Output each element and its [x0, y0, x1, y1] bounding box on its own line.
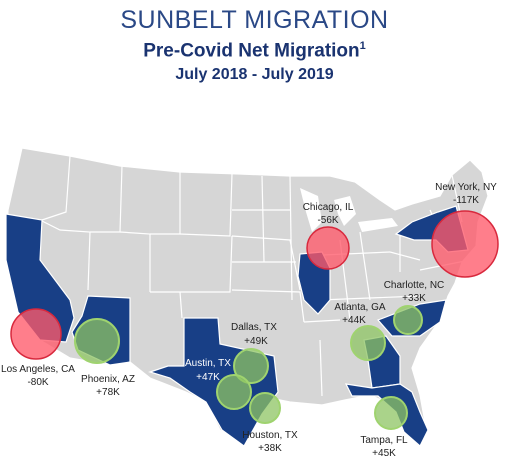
city-name-los-angeles: Los Angeles, CA [1, 364, 75, 375]
great-lakes [300, 188, 398, 232]
city-value-tampa: +45K [372, 448, 396, 459]
city-name-new-york: New York, NY [435, 182, 497, 193]
city-value-houston: +38K [258, 443, 282, 454]
state-borders [39, 155, 471, 397]
state-california [5, 213, 75, 343]
city-name-phoenix: Phoenix, AZ [81, 374, 135, 385]
page-title: SUNBELT MIGRATION [120, 6, 389, 34]
city-value-dallas: +49K [244, 336, 268, 347]
city-value-atlanta: +44K [342, 315, 366, 326]
city-value-los-angeles: -80K [27, 377, 48, 388]
bubble-tampa [374, 396, 408, 430]
bubble-charlotte [393, 305, 423, 335]
city-name-tampa: Tampa, FL [360, 435, 408, 446]
city-name-austin: Austin, TX [185, 358, 231, 369]
period-label: July 2018 - July 2019 [175, 66, 334, 83]
city-value-charlotte: +33K [402, 293, 426, 304]
city-name-atlanta: Atlanta, GA [334, 302, 385, 313]
bubble-houston [249, 392, 281, 424]
city-name-chicago: Chicago, IL [303, 202, 354, 213]
city-value-new-york: -117K [453, 195, 479, 206]
city-value-austin: +47K [196, 372, 220, 383]
bubble-new-york [431, 210, 499, 278]
city-name-houston: Houston, TX [242, 430, 298, 441]
chart-subtitle: Pre-Covid Net Migration1 [0, 40, 509, 62]
bubble-atlanta [350, 325, 386, 361]
city-name-dallas: Dallas, TX [231, 322, 277, 333]
bubble-phoenix [74, 318, 120, 364]
footnote-mark: 1 [359, 40, 366, 52]
city-value-chicago: -56K [317, 215, 338, 226]
city-value-phoenix: +78K [96, 387, 120, 398]
bubble-chicago [306, 226, 350, 270]
subtitle-text: Pre-Covid Net Migration [143, 40, 360, 62]
city-name-charlotte: Charlotte, NC [384, 280, 445, 291]
bubble-dallas [233, 348, 269, 384]
state-florida [344, 383, 429, 447]
bubble-los-angeles [10, 308, 62, 360]
bubble-austin [216, 374, 252, 410]
